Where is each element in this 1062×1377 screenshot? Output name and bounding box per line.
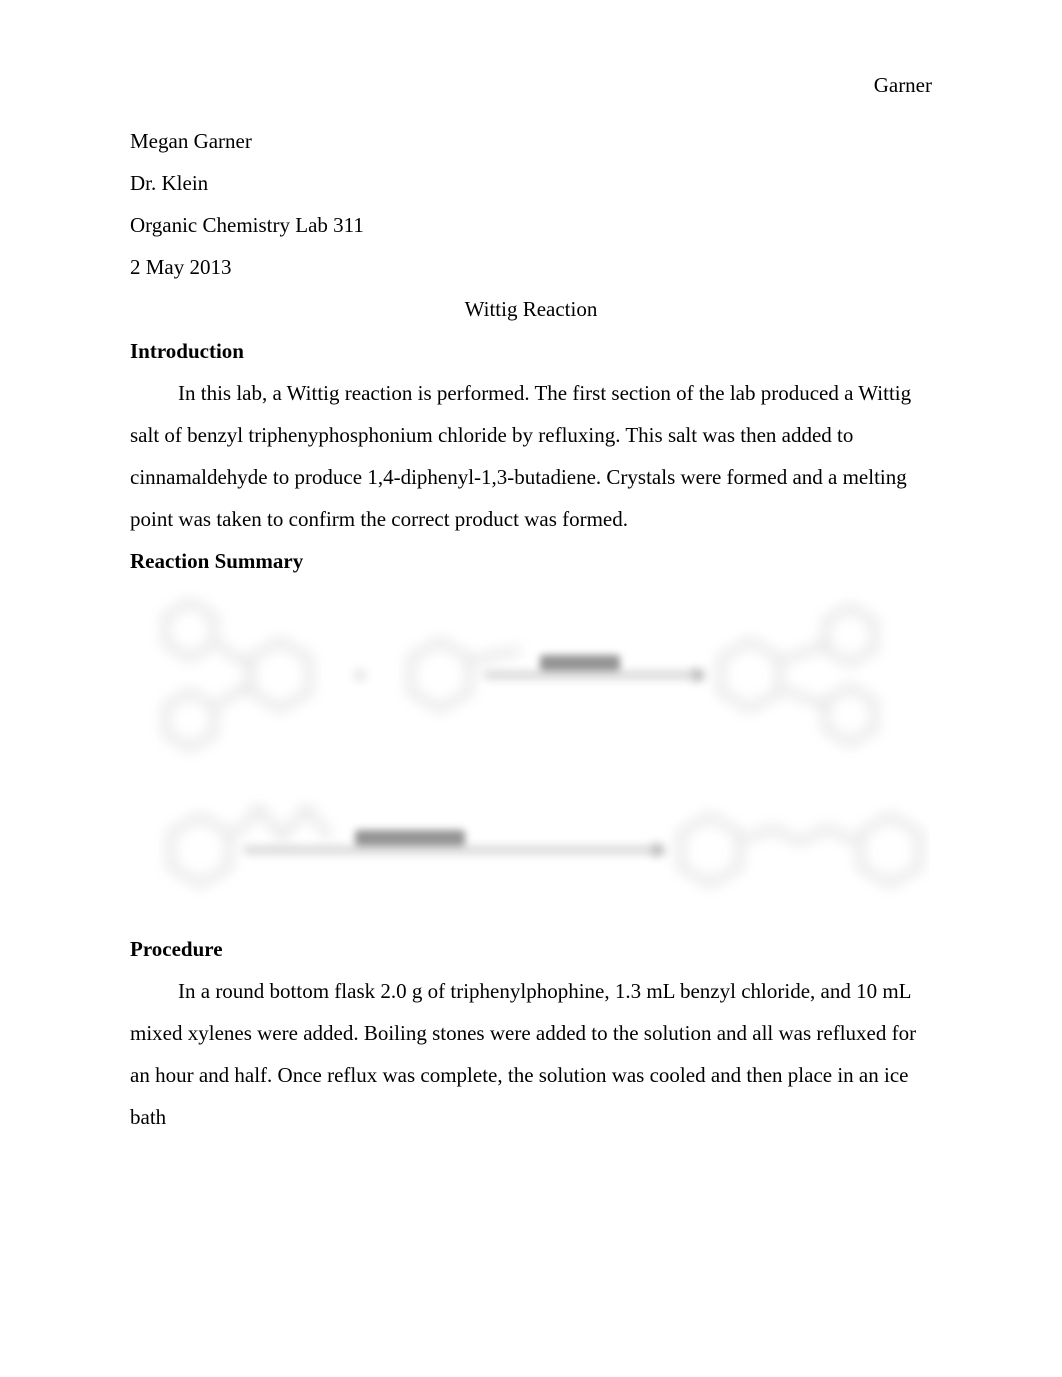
course-line: Organic Chemistry Lab 311 (130, 204, 932, 246)
diagram-ring (861, 816, 920, 884)
diagram-bond (218, 685, 248, 705)
introduction-body: In this lab, a Wittig reaction is perfor… (130, 372, 932, 540)
diagram-arrowhead (694, 668, 706, 682)
running-header-name: Garner (874, 64, 932, 106)
diagram-ring (826, 687, 874, 743)
reaction-diagram-svg: + (130, 590, 930, 920)
diagram-ring (166, 692, 214, 748)
diagram-label-blur (355, 830, 465, 846)
section-heading-reaction-summary: Reaction Summary (130, 540, 932, 582)
diagram-ring (171, 816, 230, 884)
procedure-body: In a round bottom flask 2.0 g of triphen… (130, 970, 932, 1138)
diagram-ring (826, 607, 874, 663)
section-heading-introduction: Introduction (130, 330, 932, 372)
reaction-diagram: + (130, 590, 930, 920)
diagram-plus: + (352, 659, 369, 692)
date-line: 2 May 2013 (130, 246, 932, 288)
diagram-chain (745, 828, 855, 842)
author-line: Megan Garner (130, 120, 932, 162)
diagram-bond (218, 645, 248, 665)
diagram-ring (166, 602, 214, 658)
diagram-bond (474, 650, 520, 660)
diagram-ring (721, 641, 780, 709)
diagram-ring (251, 641, 310, 709)
section-heading-procedure: Procedure (130, 928, 932, 970)
diagram-chain (235, 808, 330, 837)
diagram-ring (411, 641, 470, 709)
instructor-line: Dr. Klein (130, 162, 932, 204)
diagram-bond (784, 645, 824, 660)
diagram-label-blur (540, 655, 620, 671)
page-title: Wittig Reaction (130, 288, 932, 330)
diagram-bond (784, 690, 824, 705)
diagram-arrowhead (654, 843, 666, 857)
meta-block: Megan Garner Dr. Klein Organic Chemistry… (130, 120, 932, 288)
diagram-ring (681, 816, 740, 884)
